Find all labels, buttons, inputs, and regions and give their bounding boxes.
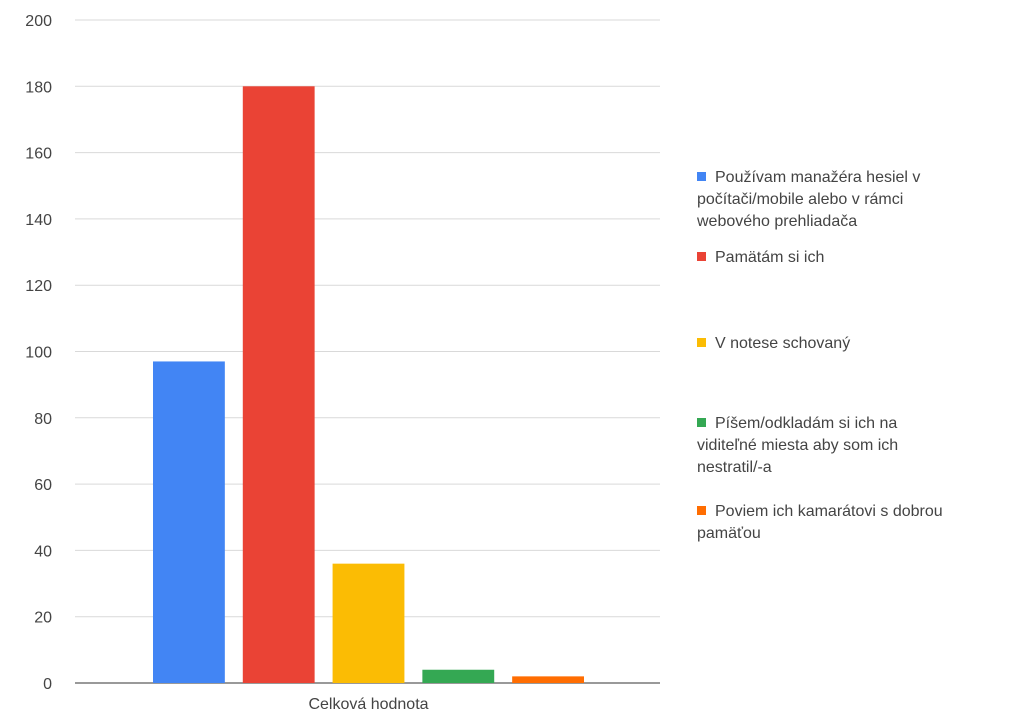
y-tick-label: 20 <box>34 610 52 627</box>
legend-swatch <box>697 506 706 515</box>
legend-item: V notese schovaný <box>697 335 850 352</box>
legend-label: Používam manažéra hesiel v <box>715 169 920 186</box>
y-tick-label: 100 <box>25 345 52 362</box>
legend-swatch <box>697 418 706 427</box>
legend-item: Pamätám si ich <box>697 249 824 266</box>
x-axis-labels: Celková hodnota <box>308 696 428 713</box>
y-tick-label: 0 <box>43 676 52 693</box>
bars <box>153 86 584 684</box>
legend-label: Pamätám si ich <box>715 249 824 266</box>
legend-label: pamäťou <box>697 525 761 542</box>
bar <box>422 669 495 683</box>
legend-label: počítači/mobile alebo v rámci <box>697 191 903 208</box>
legend: Používam manažéra hesiel v počítači/mobil… <box>696 169 943 542</box>
y-tick-label: 140 <box>25 212 52 229</box>
legend-item: Píšem/odkladám si ich na viditeľné miesta… <box>697 415 898 476</box>
legend-label: viditeľné miesta aby som ich <box>697 437 898 454</box>
bar <box>242 86 315 684</box>
bar <box>512 676 584 683</box>
bar <box>332 563 405 683</box>
y-tick-label: 180 <box>25 79 52 96</box>
y-tick-label: 60 <box>34 477 52 494</box>
x-category-label: Celková hodnota <box>308 696 428 713</box>
legend-label: Poviem ich kamarátovi s dobrou <box>715 503 943 520</box>
legend-label: nestratil/-a <box>697 459 772 476</box>
y-tick-label: 40 <box>34 543 52 560</box>
legend-item: Poviem ich kamarátovi s dobrou pamäťou <box>697 503 943 542</box>
y-tick-label: 120 <box>25 278 52 295</box>
legend-swatch <box>697 252 706 261</box>
legend-swatch <box>697 338 706 347</box>
y-tick-label: 200 <box>25 13 52 30</box>
legend-label: Píšem/odkladám si ich na <box>715 415 897 432</box>
y-tick-label: 160 <box>25 146 52 163</box>
y-axis-tick-labels: 0 20 40 60 80 100 120 140 160 180 200 <box>25 13 52 693</box>
legend-item: Používam manažéra hesiel v počítači/mobil… <box>696 169 920 230</box>
legend-swatch <box>697 172 706 181</box>
bar <box>153 361 225 683</box>
legend-label: webového prehliadača <box>696 213 857 230</box>
y-tick-label: 80 <box>34 411 52 428</box>
legend-label: V notese schovaný <box>715 335 850 352</box>
